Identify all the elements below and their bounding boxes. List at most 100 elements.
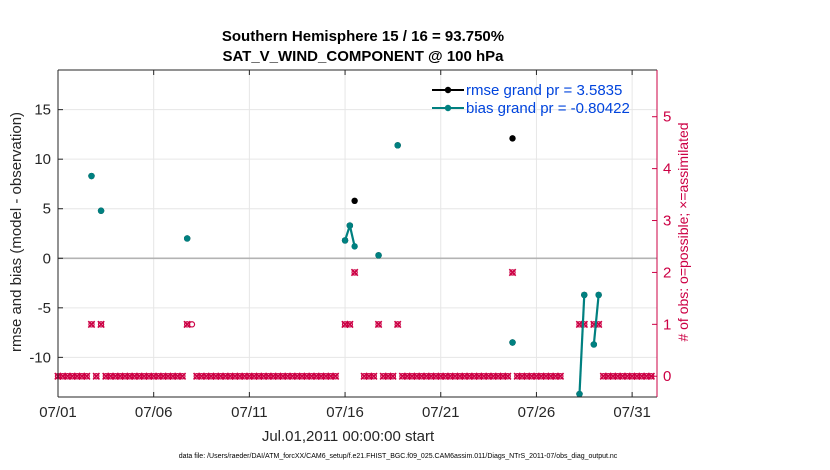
obs-assimilated-stroke [178,372,187,381]
obs-possible-marker [581,321,588,328]
obs-assimilated-marker [97,320,105,329]
plot-background [58,70,657,397]
bias-line-segment [592,294,600,345]
bias-point [394,142,401,149]
obs-possible-marker [370,373,377,380]
legend-bias-label: bias grand pr = -0.80422 [466,100,630,117]
x-tick-label: 07/11 [231,404,267,421]
obs-assimilated-marker [503,372,512,381]
y2-tick-label: 2 [663,264,671,281]
obs-assimilated-marker [178,372,187,381]
obs-assimilated-stroke [393,320,402,329]
x-tick-label: 07/06 [135,404,173,421]
bias-point [341,237,349,244]
obs-assimilated-stroke [647,372,656,381]
y-tick-label: 15 [34,102,51,119]
y2-tick-label: 4 [663,161,671,178]
obs-possible-marker [394,321,401,328]
obs-assimilated-marker [556,372,565,381]
obs-possible-marker [509,269,516,276]
y2-tick-label: 1 [663,316,671,333]
obs-assimilated-marker [346,320,354,329]
obs-assimilated-marker [350,268,359,277]
obs-assimilated-marker [370,372,378,381]
obs-assimilated-stroke [87,320,96,329]
data-file-footnote: data file: /Users/raeder/DAI/ATM_forcXX/… [179,453,618,460]
bias-point [97,207,105,214]
obs-possible-marker [389,373,397,380]
obs-assimilated-stroke [97,320,105,329]
bias-line-segment [578,294,586,395]
obs-possible-marker [83,373,90,380]
bias-point [581,291,588,299]
chart-subtitle: SAT_V_WIND_COMPONENT @ 100 hPa [222,48,504,65]
obs-possible-marker [188,321,196,328]
x-tick-label: 07/01 [39,404,77,421]
legend-rmse-marker [444,86,452,94]
obs-assimilated-marker [331,372,340,381]
obs-count-markers [54,268,656,381]
obs-assimilated-stroke [350,268,359,277]
y-tick-label: -5 [38,300,51,317]
y-tick-label: -10 [29,349,51,366]
obs-assimilated-stroke [508,268,517,277]
x-axis-label: Jul.01,2011 00:00:00 start [262,428,435,445]
obs-possible-marker [375,321,382,328]
obs-assimilated-marker [647,372,656,381]
obs-possible-marker [97,321,105,328]
obs-assimilated-marker [183,320,191,329]
obs-assimilated-stroke [183,320,191,329]
chart-title: Southern Hemisphere 15 / 16 = 93.750% [222,28,504,45]
obs-possible-marker [504,373,511,380]
obs-assimilated-stroke [374,320,383,329]
obs-assimilated-stroke [556,372,565,381]
obs-assimilated-marker [87,320,96,329]
bias-point [595,291,602,299]
obs-assimilated-stroke [389,372,397,381]
rmse-point [509,135,516,142]
bias-point [590,341,598,348]
obs-assimilated-stroke [346,320,354,329]
y-axis-label: rmse and bias (model - observation) [8,112,25,352]
y2-tick-label: 3 [663,213,671,230]
axes: 07/01 07/06 07/11 07/16 07/21 07/26 07/31 -10 -5… [29,69,671,421]
obs-assimilated-stroke [92,372,101,381]
obs-possible-marker [93,373,100,380]
bias-point [183,235,191,242]
legend-rmse-label: rmse grand pr = 3.5835 [466,82,622,99]
obs-possible-marker [346,321,354,328]
obs-assimilated-marker [389,372,397,381]
legend-bias-marker [444,104,452,112]
bias-point [509,339,516,346]
y-tick-label: 5 [43,201,51,218]
bias-point [375,252,382,259]
bias-point [576,390,583,398]
obs-assimilated-stroke [503,372,512,381]
x-tick-label: 07/26 [518,404,556,421]
y-tick-label: 10 [34,151,51,168]
obs-possible-marker [88,321,95,328]
obs-assimilated-marker [508,268,517,277]
x-tick-label: 07/21 [422,404,460,421]
obs-assimilated-marker [82,372,91,381]
y-tick-label: 0 [43,250,51,267]
obs-assimilated-marker [374,320,383,329]
obs-assimilated-stroke [82,372,91,381]
y2-axis-label: # of obs: o=possible; ×=assimilated [675,122,691,341]
y2-tick-label: 5 [663,109,671,126]
bias-point [351,243,358,250]
y2-tick-label: 0 [663,368,671,385]
obs-possible-marker [332,373,339,380]
plot-area [57,70,657,397]
x-tick-label: 07/16 [326,404,364,421]
legend: rmse grand pr = 3.5835 bias grand pr = -… [432,82,630,117]
obs-assimilated-stroke [331,372,340,381]
obs-assimilated-stroke [370,372,378,381]
bias-point [88,172,95,180]
rmse-point [351,197,358,204]
x-tick-label: 07/31 [613,404,651,421]
obs-possible-marker [351,269,358,276]
obs-assimilated-marker [92,372,101,381]
obs-possible-marker [557,373,564,380]
